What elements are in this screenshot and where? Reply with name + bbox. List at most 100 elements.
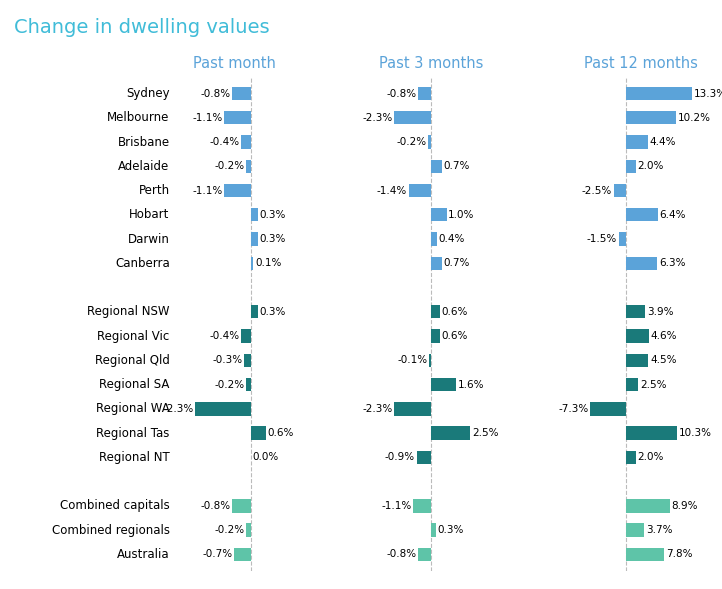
Text: Perth: Perth — [139, 184, 170, 197]
Text: 0.1%: 0.1% — [255, 259, 282, 269]
Bar — [626, 111, 677, 124]
Bar — [431, 329, 440, 343]
Bar — [626, 524, 644, 537]
Title: Past month: Past month — [193, 56, 276, 71]
Text: -2.3%: -2.3% — [163, 404, 193, 414]
Text: 7.8%: 7.8% — [666, 550, 693, 560]
Bar — [431, 257, 442, 270]
Text: -0.2%: -0.2% — [214, 379, 245, 389]
Bar — [394, 111, 431, 124]
Text: -0.3%: -0.3% — [212, 355, 243, 365]
Bar — [414, 499, 431, 512]
Bar — [626, 87, 692, 100]
Text: 10.3%: 10.3% — [679, 428, 712, 438]
Bar — [431, 160, 442, 173]
Text: Regional WA: Regional WA — [96, 402, 170, 415]
Bar — [246, 160, 251, 173]
Text: Combined capitals: Combined capitals — [60, 499, 170, 512]
Bar — [626, 208, 658, 221]
Bar — [246, 378, 251, 391]
Bar — [431, 208, 447, 221]
Text: Regional Tas: Regional Tas — [96, 426, 170, 439]
Bar — [431, 233, 437, 246]
Text: 1.6%: 1.6% — [458, 379, 484, 389]
Bar — [241, 329, 251, 343]
Text: -0.2%: -0.2% — [214, 525, 245, 535]
Text: 6.4%: 6.4% — [659, 210, 686, 220]
Text: -0.8%: -0.8% — [200, 88, 230, 98]
Bar — [626, 135, 648, 149]
Text: Change in dwelling values: Change in dwelling values — [14, 18, 270, 37]
Title: Past 12 months: Past 12 months — [584, 56, 697, 71]
Bar — [417, 451, 431, 464]
Text: 4.5%: 4.5% — [650, 355, 677, 365]
Text: 0.3%: 0.3% — [437, 525, 464, 535]
Text: 6.3%: 6.3% — [659, 259, 685, 269]
Bar — [626, 426, 677, 440]
Text: -7.3%: -7.3% — [558, 404, 588, 414]
Text: 0.4%: 0.4% — [439, 234, 465, 244]
Text: -0.1%: -0.1% — [398, 355, 427, 365]
Bar — [430, 353, 431, 367]
Text: 0.0%: 0.0% — [253, 452, 279, 462]
Bar — [418, 87, 431, 100]
Bar — [251, 257, 253, 270]
Text: Sydney: Sydney — [126, 87, 170, 100]
Bar — [626, 160, 636, 173]
Text: 13.3%: 13.3% — [693, 88, 722, 98]
Bar — [418, 548, 431, 561]
Text: 0.3%: 0.3% — [260, 234, 286, 244]
Title: Past 3 months: Past 3 months — [378, 56, 483, 71]
Text: Darwin: Darwin — [128, 233, 170, 246]
Text: 4.6%: 4.6% — [651, 331, 677, 341]
Bar — [394, 402, 431, 415]
Text: 0.7%: 0.7% — [443, 259, 470, 269]
Bar — [225, 111, 251, 124]
Text: Regional Vic: Regional Vic — [97, 330, 170, 343]
Text: -0.8%: -0.8% — [386, 550, 417, 560]
Text: 0.6%: 0.6% — [442, 307, 469, 317]
Bar — [590, 402, 626, 415]
Bar — [431, 305, 440, 319]
Text: 2.0%: 2.0% — [638, 161, 664, 171]
Text: Australia: Australia — [117, 548, 170, 561]
Bar — [246, 524, 251, 537]
Bar — [431, 426, 471, 440]
Bar — [614, 184, 626, 197]
Bar — [244, 353, 251, 367]
Text: Regional NT: Regional NT — [99, 451, 170, 464]
Text: 8.9%: 8.9% — [671, 501, 698, 511]
Text: -2.3%: -2.3% — [362, 404, 393, 414]
Text: 0.3%: 0.3% — [260, 307, 286, 317]
Bar — [431, 524, 435, 537]
Text: Canberra: Canberra — [115, 257, 170, 270]
Text: Melbourne: Melbourne — [108, 111, 170, 124]
Bar — [626, 499, 670, 512]
Bar — [409, 184, 431, 197]
Text: Combined regionals: Combined regionals — [52, 524, 170, 537]
Text: 0.6%: 0.6% — [442, 331, 469, 341]
Text: 0.7%: 0.7% — [443, 161, 470, 171]
Bar — [626, 548, 664, 561]
Text: -1.1%: -1.1% — [382, 501, 412, 511]
Text: Regional NSW: Regional NSW — [87, 305, 170, 318]
Bar — [427, 135, 431, 149]
Text: 0.6%: 0.6% — [267, 428, 293, 438]
Bar — [251, 233, 258, 246]
Text: -0.7%: -0.7% — [202, 550, 232, 560]
Bar — [626, 329, 648, 343]
Text: -0.4%: -0.4% — [210, 137, 240, 147]
Text: Adelaide: Adelaide — [118, 160, 170, 173]
Text: -2.3%: -2.3% — [362, 113, 393, 123]
Text: Regional Qld: Regional Qld — [95, 354, 170, 367]
Bar — [626, 451, 636, 464]
Bar — [234, 548, 251, 561]
Text: 2.5%: 2.5% — [472, 428, 498, 438]
Bar — [626, 257, 657, 270]
Text: -0.2%: -0.2% — [396, 137, 426, 147]
Text: -0.9%: -0.9% — [385, 452, 415, 462]
Text: 2.0%: 2.0% — [638, 452, 664, 462]
Text: -0.8%: -0.8% — [200, 501, 230, 511]
Bar — [195, 402, 251, 415]
Text: 4.4%: 4.4% — [650, 137, 676, 147]
